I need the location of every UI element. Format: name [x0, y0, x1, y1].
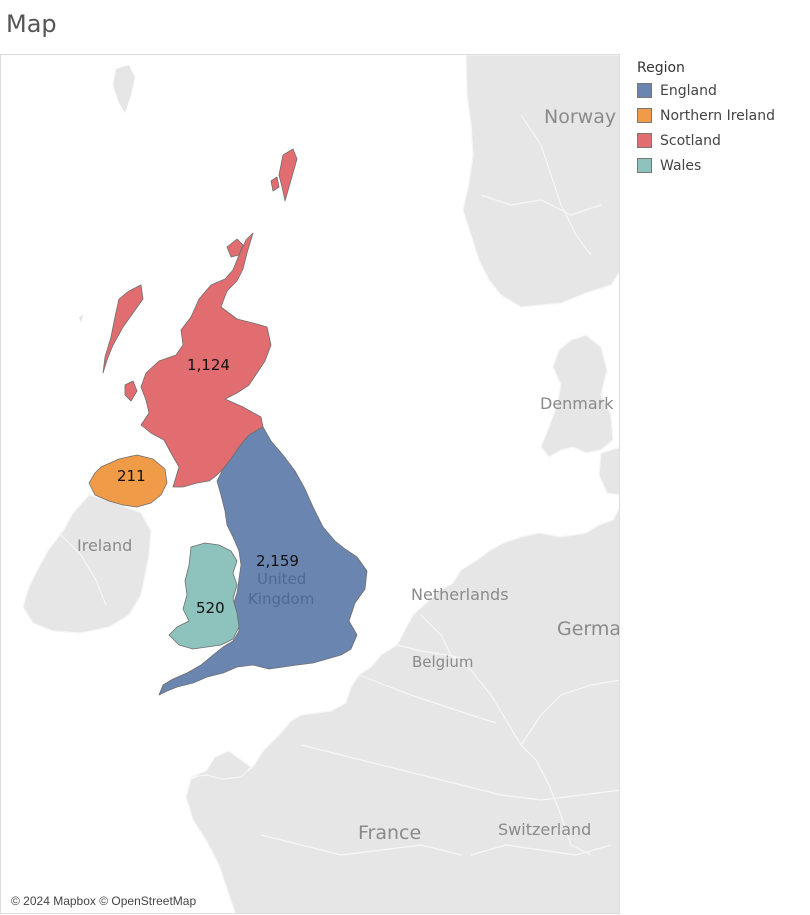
value-wales: 520 — [196, 599, 225, 617]
label-belgium: Belgium — [412, 653, 474, 671]
legend-swatch-northern-ireland — [637, 108, 652, 123]
legend: Region England Northern Ireland Scotland… — [637, 60, 807, 178]
value-england: 2,159 — [256, 552, 299, 570]
label-denmark: Denmark — [540, 394, 614, 413]
legend-item-england[interactable]: England — [637, 78, 807, 103]
legend-title: Region — [637, 60, 685, 76]
region-scotland-orkney — [226, 238, 244, 258]
legend-label: Scotland — [660, 132, 721, 149]
region-scotland-shetland — [278, 148, 298, 202]
land-brittany — [190, 750, 252, 780]
map-canvas[interactable]: Norway Denmark Ireland United Kingdom Net… — [1, 55, 620, 914]
legend-item-scotland[interactable]: Scotland — [637, 128, 807, 153]
legend-swatch-wales — [637, 158, 652, 173]
region-england[interactable] — [158, 426, 368, 696]
region-wales[interactable] — [168, 542, 240, 650]
region-scotland-islay — [124, 380, 138, 402]
label-norway: Norway — [544, 106, 616, 128]
land-europe — [185, 507, 619, 913]
legend-label: England — [660, 82, 717, 99]
label-netherlands: Netherlands — [411, 585, 509, 604]
label-united-kingdom: United Kingdom — [248, 570, 314, 608]
label-switzerland: Switzerland — [498, 820, 591, 839]
map-attribution[interactable]: © 2024 Mapbox © OpenStreetMap — [7, 893, 201, 909]
region-northern-ireland[interactable] — [88, 454, 168, 508]
page-title: Map — [6, 10, 57, 38]
label-france: France — [358, 822, 421, 844]
legend-swatch-scotland — [637, 133, 652, 148]
land-denmark-islands — [598, 446, 619, 496]
land-denmark — [540, 334, 614, 458]
land-norway — [462, 55, 619, 308]
map-view[interactable]: Norway Denmark Ireland United Kingdom Net… — [0, 54, 620, 914]
legend-item-wales[interactable]: Wales — [637, 153, 807, 178]
value-northern-ireland: 211 — [117, 467, 146, 485]
legend-item-northern-ireland[interactable]: Northern Ireland — [637, 103, 807, 128]
label-ireland: Ireland — [77, 536, 132, 555]
legend-swatch-england — [637, 83, 652, 98]
legend-label: Northern Ireland — [660, 107, 776, 124]
label-germany: Germa — [557, 618, 620, 640]
legend-label: Wales — [660, 157, 702, 174]
region-scotland-hebrides — [102, 284, 144, 374]
value-scotland: 1,124 — [187, 356, 230, 374]
